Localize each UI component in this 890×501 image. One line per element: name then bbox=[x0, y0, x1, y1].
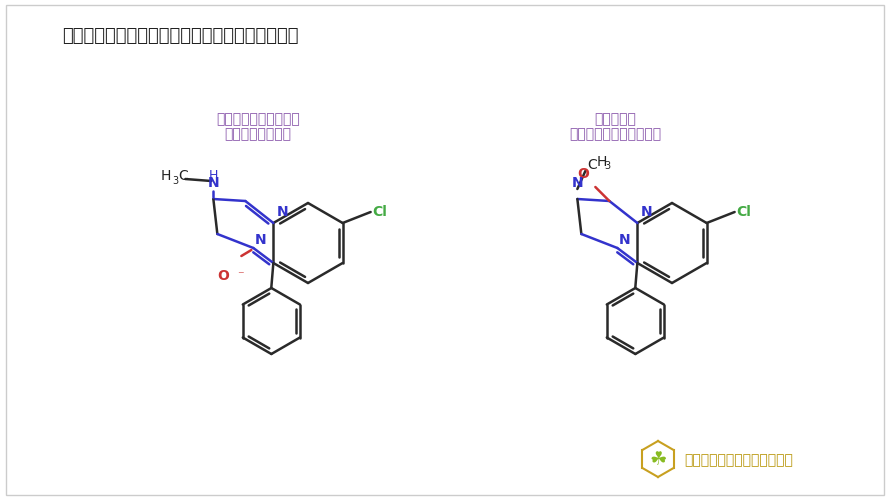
Text: Cl: Cl bbox=[373, 204, 387, 218]
Text: N: N bbox=[277, 204, 288, 218]
Text: （コントロール）: （コントロール） bbox=[224, 127, 292, 141]
Text: クロルジアゼポキシド: クロルジアゼポキシド bbox=[216, 112, 300, 126]
Text: 高津心音メンタルクリニック: 高津心音メンタルクリニック bbox=[684, 452, 793, 466]
Text: N: N bbox=[255, 232, 266, 246]
Text: N: N bbox=[207, 176, 219, 189]
Text: C: C bbox=[587, 158, 597, 172]
Text: （セルシン・ホリゾン）: （セルシン・ホリゾン） bbox=[569, 127, 661, 141]
Text: N: N bbox=[641, 204, 652, 218]
Text: C: C bbox=[178, 169, 188, 183]
Text: ジアゼパム: ジアゼパム bbox=[594, 112, 636, 126]
Text: 3: 3 bbox=[604, 161, 611, 171]
Text: ☘: ☘ bbox=[649, 449, 667, 468]
Text: H: H bbox=[208, 169, 218, 182]
Text: O: O bbox=[217, 269, 230, 283]
Text: O: O bbox=[578, 167, 589, 181]
Text: 3: 3 bbox=[173, 176, 179, 186]
Text: H: H bbox=[161, 169, 172, 183]
Text: ⁻: ⁻ bbox=[238, 269, 244, 282]
Text: N: N bbox=[571, 176, 583, 189]
Text: クロルジアゼポキシドとジアゼパムの化学構造式: クロルジアゼポキシドとジアゼパムの化学構造式 bbox=[62, 27, 298, 45]
Text: N: N bbox=[619, 232, 630, 246]
Text: Cl: Cl bbox=[737, 204, 751, 218]
Text: H: H bbox=[596, 155, 607, 169]
